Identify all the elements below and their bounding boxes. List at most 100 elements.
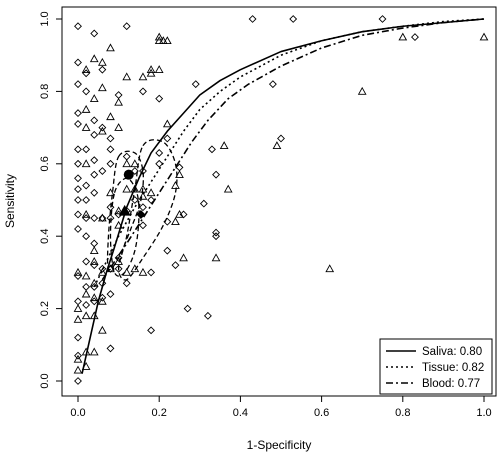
study-point-diamond <box>90 29 99 38</box>
study-point-triangle <box>89 278 99 287</box>
summary-point-triangle <box>118 204 131 216</box>
study-point-triangle <box>97 325 107 334</box>
study-point-diamond <box>411 33 419 42</box>
study-point-triangle <box>81 159 91 168</box>
study-point-triangle <box>73 365 83 374</box>
study-point-triangle <box>81 289 91 298</box>
study-point-diamond <box>98 293 107 302</box>
sroc-curve-tissue <box>93 18 485 288</box>
legend: Saliva: 0.80 Tissue: 0.82 Blood: 0.77 <box>379 338 493 395</box>
study-point-triangle <box>89 347 99 356</box>
study-point-diamond <box>139 87 147 96</box>
study-point-diamond <box>139 203 147 212</box>
study-point-triangle <box>97 57 107 66</box>
sroc-curve-saliva <box>81 18 485 374</box>
study-point-triangle <box>219 141 229 150</box>
study-point-diamond <box>90 214 99 223</box>
study-point-triangle <box>154 65 164 74</box>
study-point-triangle <box>97 267 107 276</box>
study-point-diamond <box>163 246 172 255</box>
study-point-diamond <box>90 156 99 165</box>
study-point-triangle <box>146 68 156 77</box>
y-tick-label: 1.0 <box>39 11 51 26</box>
study-point-diamond <box>147 268 156 277</box>
study-point-diamond <box>82 301 91 309</box>
study-point-diamond <box>163 134 172 143</box>
study-point-diamond <box>147 326 156 335</box>
study-point-triangle <box>138 191 148 200</box>
study-point-diamond <box>122 279 131 288</box>
study-point-diamond <box>90 170 99 179</box>
study-point-triangle <box>97 126 107 135</box>
study-point-triangle <box>89 94 99 102</box>
study-point-diamond <box>203 311 212 320</box>
study-point-diamond <box>130 167 139 175</box>
study-point-diamond <box>155 94 164 103</box>
study-point-triangle <box>81 123 91 131</box>
study-point-triangle <box>122 72 132 81</box>
study-point-diamond <box>74 185 82 194</box>
study-point-diamond <box>171 261 180 270</box>
legend-label-blood: Blood: 0.77 <box>422 378 480 390</box>
study-point-diamond <box>74 145 82 154</box>
study-point-triangle <box>81 209 91 218</box>
study-point-diamond <box>106 214 115 223</box>
study-point-diamond <box>268 80 277 89</box>
x-tick-label: 0.2 <box>152 407 167 419</box>
legend-box <box>379 338 493 395</box>
x-tick-label: 1.0 <box>476 407 491 419</box>
study-point-diamond <box>82 257 91 266</box>
study-point-triangle <box>138 267 148 276</box>
study-point-diamond <box>122 22 131 31</box>
study-point-diamond <box>82 232 91 241</box>
study-point-triangle <box>106 264 115 273</box>
y-tick-label: 0.2 <box>39 301 51 316</box>
study-point-triangle <box>272 141 282 150</box>
study-point-diamond <box>122 152 131 161</box>
study-point-triangle <box>146 65 156 74</box>
study-point-diamond <box>82 181 91 190</box>
study-point-diamond <box>208 145 216 154</box>
study-point-diamond <box>74 120 82 128</box>
study-point-diamond <box>114 91 123 99</box>
study-point-triangle <box>73 354 83 363</box>
study-point-diamond <box>191 80 200 89</box>
study-point-diamond <box>155 149 164 157</box>
study-point-diamond <box>248 15 257 23</box>
study-point-triangle <box>175 209 184 218</box>
study-point-diamond <box>74 297 82 306</box>
study-point-triangle <box>81 65 91 74</box>
study-point-triangle <box>106 188 115 197</box>
study-point-triangle <box>89 54 99 63</box>
study-point-triangle <box>73 314 83 323</box>
study-point-triangle <box>89 257 99 265</box>
study-point-triangle <box>138 72 148 81</box>
study-point-diamond <box>90 239 99 248</box>
study-point-diamond <box>98 167 107 175</box>
x-tick-label: 0.4 <box>233 407 248 419</box>
study-point-triangle <box>325 264 335 273</box>
study-point-diamond <box>155 159 164 168</box>
study-point-diamond <box>212 170 220 179</box>
study-point-diamond <box>212 232 220 241</box>
study-point-triangle <box>81 311 91 320</box>
study-point-diamond <box>147 196 156 204</box>
y-tick-label: 0.8 <box>39 84 51 99</box>
study-point-diamond <box>74 210 82 219</box>
study-point-triangle <box>81 361 91 370</box>
study-point-triangle <box>114 257 123 265</box>
study-point-diamond <box>139 167 147 175</box>
study-points <box>73 15 489 385</box>
study-point-triangle <box>179 253 188 262</box>
study-point-triangle <box>146 188 156 197</box>
study-point-triangle <box>81 104 91 113</box>
study-point-diamond <box>82 87 91 96</box>
study-point-triangle <box>154 32 164 41</box>
study-point-diamond <box>378 15 387 23</box>
study-point-diamond <box>74 377 82 385</box>
study-point-triangle <box>89 311 99 320</box>
study-point-triangle <box>114 206 123 215</box>
summary-point-circle <box>123 169 134 180</box>
study-point-diamond <box>183 304 192 313</box>
